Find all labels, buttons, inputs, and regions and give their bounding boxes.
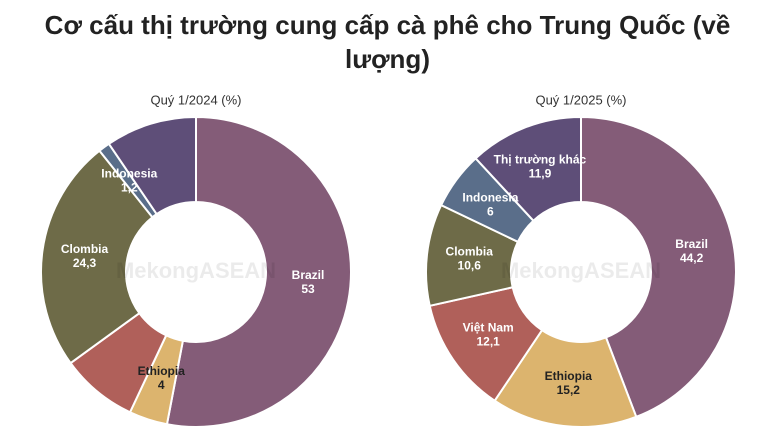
category-label: Brazil bbox=[292, 268, 325, 282]
donut-slice bbox=[165, 115, 352, 428]
category-label: Indonesia bbox=[462, 190, 518, 204]
watermark: MekongASEAN bbox=[116, 258, 276, 283]
category-label: Indonesia bbox=[101, 167, 157, 181]
value-label: 53 bbox=[301, 282, 315, 296]
value-label: 15,2 bbox=[557, 383, 581, 397]
category-label: Thị trường khác bbox=[494, 152, 587, 166]
value-label: 4 bbox=[158, 378, 165, 392]
category-label: Ethiopia bbox=[138, 364, 186, 378]
chart-subtitle: Quý 1/2025 (%) bbox=[535, 92, 626, 107]
value-label: 10,6 bbox=[458, 258, 482, 272]
value-label: 1,2 bbox=[121, 181, 138, 195]
chart-subtitle: Quý 1/2024 (%) bbox=[150, 92, 241, 107]
watermark: MekongASEAN bbox=[501, 258, 661, 283]
category-label: Brazil bbox=[675, 237, 708, 251]
category-label: Clombia bbox=[446, 244, 494, 258]
page-title: Cơ cấu thị trường cung cấp cà phê cho Tr… bbox=[44, 10, 731, 74]
value-label: 44,2 bbox=[680, 251, 704, 265]
category-label: Việt Nam bbox=[463, 321, 514, 335]
donut-slice bbox=[580, 115, 737, 419]
value-label: 12,1 bbox=[476, 335, 500, 349]
category-label: Clombia bbox=[61, 242, 109, 256]
donut-slice bbox=[40, 149, 154, 365]
donut-slice bbox=[107, 115, 197, 216]
category-label: Ethiopia bbox=[545, 369, 593, 383]
value-label: 24,3 bbox=[73, 256, 97, 270]
value-label: 6 bbox=[487, 204, 494, 218]
donut-slice bbox=[493, 328, 638, 428]
donut-slice bbox=[474, 115, 582, 223]
value-label: 11,9 bbox=[529, 166, 552, 180]
